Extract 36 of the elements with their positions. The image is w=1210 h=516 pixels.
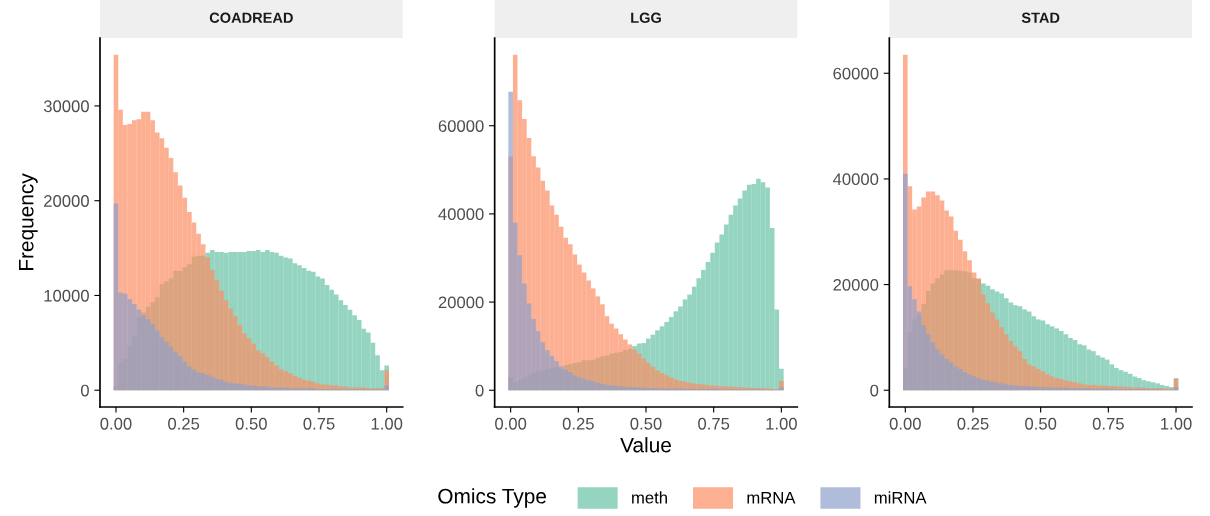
x-tick-label: 0.50 (235, 417, 267, 430)
x-tick-label: 1.00 (371, 417, 403, 430)
chart-title: STAD (1021, 12, 1060, 23)
y-axis-title: Frequency (19, 173, 38, 270)
x-tick-label: 0.75 (1092, 417, 1124, 430)
y-tick-label: 20000 (44, 195, 89, 207)
x-tick-label: 0.25 (957, 417, 989, 430)
x-tick-label: 1.00 (766, 417, 797, 430)
y-tick-label: 40000 (438, 208, 484, 221)
y-tick-label: 0 (475, 384, 484, 397)
x-tick-label: 0.50 (630, 417, 662, 430)
y-tick-label: 20000 (438, 296, 484, 309)
x-tick-label: 0.50 (1025, 417, 1057, 430)
x-tick-label: 0.75 (303, 417, 335, 430)
legend-title: Omics Type (438, 488, 546, 508)
x-axis-title: Value (620, 437, 671, 453)
y-tick-label: 20000 (833, 278, 879, 291)
y-tick-label: 60000 (438, 120, 484, 132)
y-tick-label: 0 (870, 384, 879, 397)
y-tick-label: 40000 (832, 173, 879, 186)
y-tick-label: 0 (80, 384, 89, 397)
y-tick-label: 60000 (833, 67, 879, 80)
x-tick-label: 0.75 (698, 417, 730, 430)
legend-label: mRNA (747, 491, 796, 504)
x-tick-label: 0.00 (495, 417, 527, 430)
x-tick-label: 0.00 (889, 417, 921, 430)
chart-title: LGG (631, 12, 661, 23)
legend-label: meth (632, 491, 667, 504)
legend-label: miRNA (874, 491, 927, 504)
x-tick-label: 0.25 (562, 417, 594, 430)
x-tick-label: 0.00 (100, 417, 132, 430)
chart-title: COADREAD (209, 12, 293, 23)
y-tick-label: 30000 (43, 100, 89, 113)
y-tick-label: 10000 (44, 289, 89, 302)
x-tick-label: 1.00 (1161, 417, 1192, 430)
x-tick-label: 0.25 (168, 417, 200, 430)
